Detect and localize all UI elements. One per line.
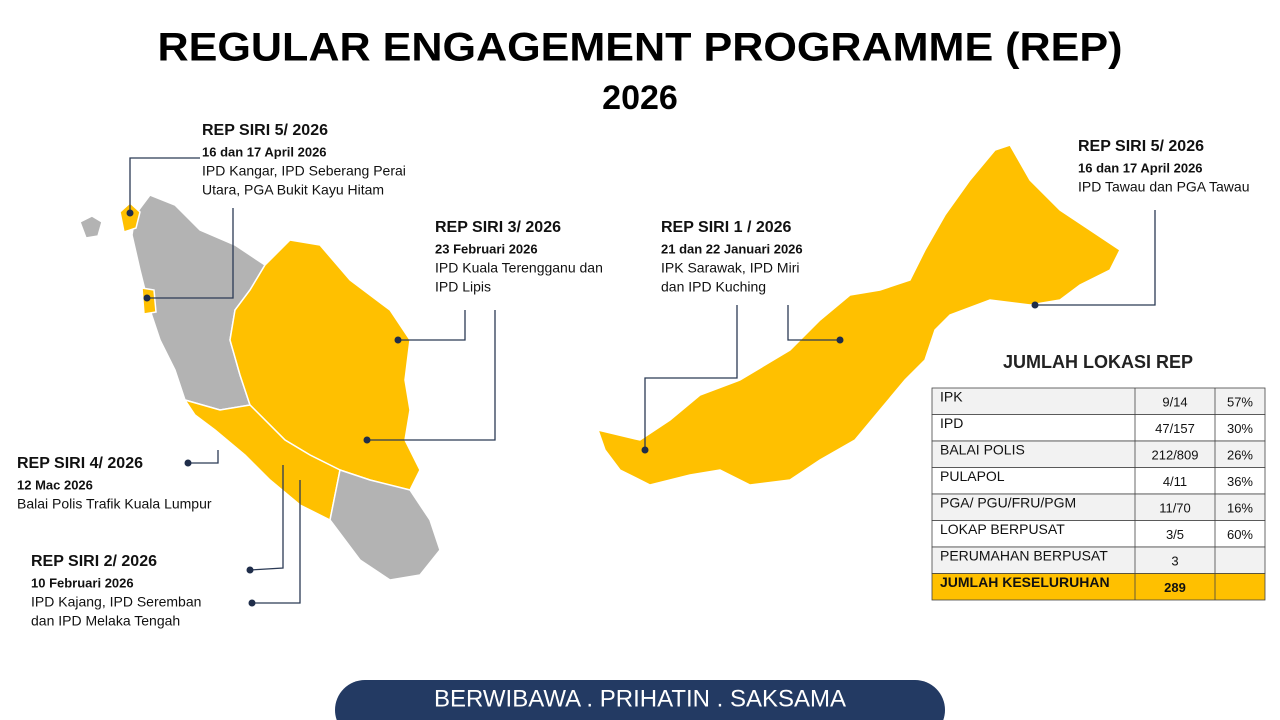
dot — [1031, 301, 1039, 309]
table-row — [931, 387, 1266, 415]
annotation-title: REP SIRI 5/ 2026 — [202, 122, 328, 139]
annotation-date: 10 Februari 2026 — [31, 575, 134, 590]
annotation-line: IPK Sarawak, IPD Miri — [661, 260, 799, 276]
annotation-line: IPD Tawau dan PGA Tawau — [1078, 179, 1249, 195]
footer-slogan: BERWIBAWA . PRIHATIN . SAKSAMA — [434, 685, 846, 712]
leader — [644, 305, 738, 450]
perlis — [119, 201, 141, 233]
table-cell: PGA/ PGU/FRU/PGM — [940, 495, 1076, 511]
annotation-title: REP SIRI 4/ 2026 — [17, 455, 143, 472]
borneo — [596, 144, 1121, 486]
annotation-line: IPD Kangar, IPD Seberang Perai — [202, 163, 406, 179]
table-cell: 9/14 — [1162, 394, 1187, 409]
table-cell: 36% — [1227, 474, 1253, 489]
table-cell: 4/11 — [1163, 474, 1187, 489]
table-cell: 3/5 — [1166, 527, 1184, 542]
table-cell: 16% — [1227, 500, 1253, 515]
table-cell: IPD — [940, 415, 963, 431]
table-cell: 60% — [1227, 527, 1253, 542]
table-row — [931, 493, 1266, 521]
annotation-date: 16 dan 17 April 2026 — [202, 144, 327, 159]
dot — [248, 599, 256, 607]
table-row — [931, 467, 1266, 495]
table-row — [931, 520, 1266, 548]
slide-title: REGULAR ENGAGEMENT PROGRAMME (REP) — [158, 26, 1123, 70]
annotation-line: IPD Kuala Terengganu dan — [435, 260, 603, 276]
table-cell: IPK — [940, 389, 963, 405]
annotation-line: IPD Lipis — [435, 279, 491, 295]
table-row — [931, 414, 1266, 442]
dot — [641, 446, 649, 454]
footer-bar — [335, 680, 945, 720]
annotation-line: dan IPD Melaka Tengah — [31, 613, 180, 629]
dot — [394, 336, 402, 344]
table-row — [931, 573, 1266, 601]
map — [79, 144, 1121, 581]
leader — [787, 305, 840, 341]
leader — [367, 310, 496, 441]
table-title: JUMLAH LOKASI REP — [1003, 352, 1193, 372]
leader — [147, 208, 234, 299]
annotation-line: IPD Kajang, IPD Seremban — [31, 594, 201, 610]
table-cell: 47/157 — [1155, 421, 1195, 436]
table-cell: 30% — [1227, 421, 1253, 436]
johor — [329, 469, 441, 581]
dot — [246, 566, 254, 574]
annotation-line: dan IPD Kuching — [661, 279, 766, 295]
leader — [129, 157, 200, 213]
table-cell: 26% — [1227, 447, 1253, 462]
table-cell: 212/809 — [1152, 447, 1199, 462]
annotation-date: 12 Mac 2026 — [17, 477, 93, 492]
annotation-title: REP SIRI 1 / 2026 — [661, 219, 792, 236]
table-cell: JUMLAH KESELURUHAN — [940, 574, 1110, 590]
dot — [143, 294, 151, 302]
leader — [252, 480, 301, 604]
langkawi — [79, 215, 103, 239]
annotation-line: Utara, PGA Bukit Kayu Hitam — [202, 182, 384, 198]
dot — [184, 459, 192, 467]
table-cell: 3 — [1171, 553, 1178, 568]
annotation-date: 23 Februari 2026 — [435, 241, 538, 256]
table-cell: 11/70 — [1159, 500, 1191, 515]
table-cell: BALAI POLIS — [940, 442, 1025, 458]
dot — [836, 336, 844, 344]
dot — [126, 209, 134, 217]
table-cell: PULAPOL — [940, 468, 1005, 484]
table-cell: PERUMAHAN BERPUSAT — [940, 548, 1108, 564]
annotation-date: 16 dan 17 April 2026 — [1078, 160, 1203, 175]
leader-lines — [126, 157, 1156, 607]
leader — [1035, 210, 1156, 306]
table-row — [931, 546, 1266, 574]
leader — [398, 310, 466, 341]
table-cell: LOKAP BERPUSAT — [940, 521, 1065, 537]
dot — [363, 436, 371, 444]
annotation-title: REP SIRI 2/ 2026 — [31, 553, 157, 570]
penang — [141, 287, 157, 315]
table-cell: 57% — [1227, 394, 1253, 409]
table-cell: 289 — [1164, 580, 1186, 595]
annotation-title: REP SIRI 3/ 2026 — [435, 219, 561, 236]
leader — [249, 465, 284, 571]
annotation-line: Balai Polis Trafik Kuala Lumpur — [17, 496, 212, 512]
leader — [188, 450, 219, 464]
annotation-title: REP SIRI 5/ 2026 — [1078, 138, 1204, 155]
annotation-date: 21 dan 22 Januari 2026 — [661, 241, 803, 256]
slide-year: 2026 — [602, 79, 678, 117]
